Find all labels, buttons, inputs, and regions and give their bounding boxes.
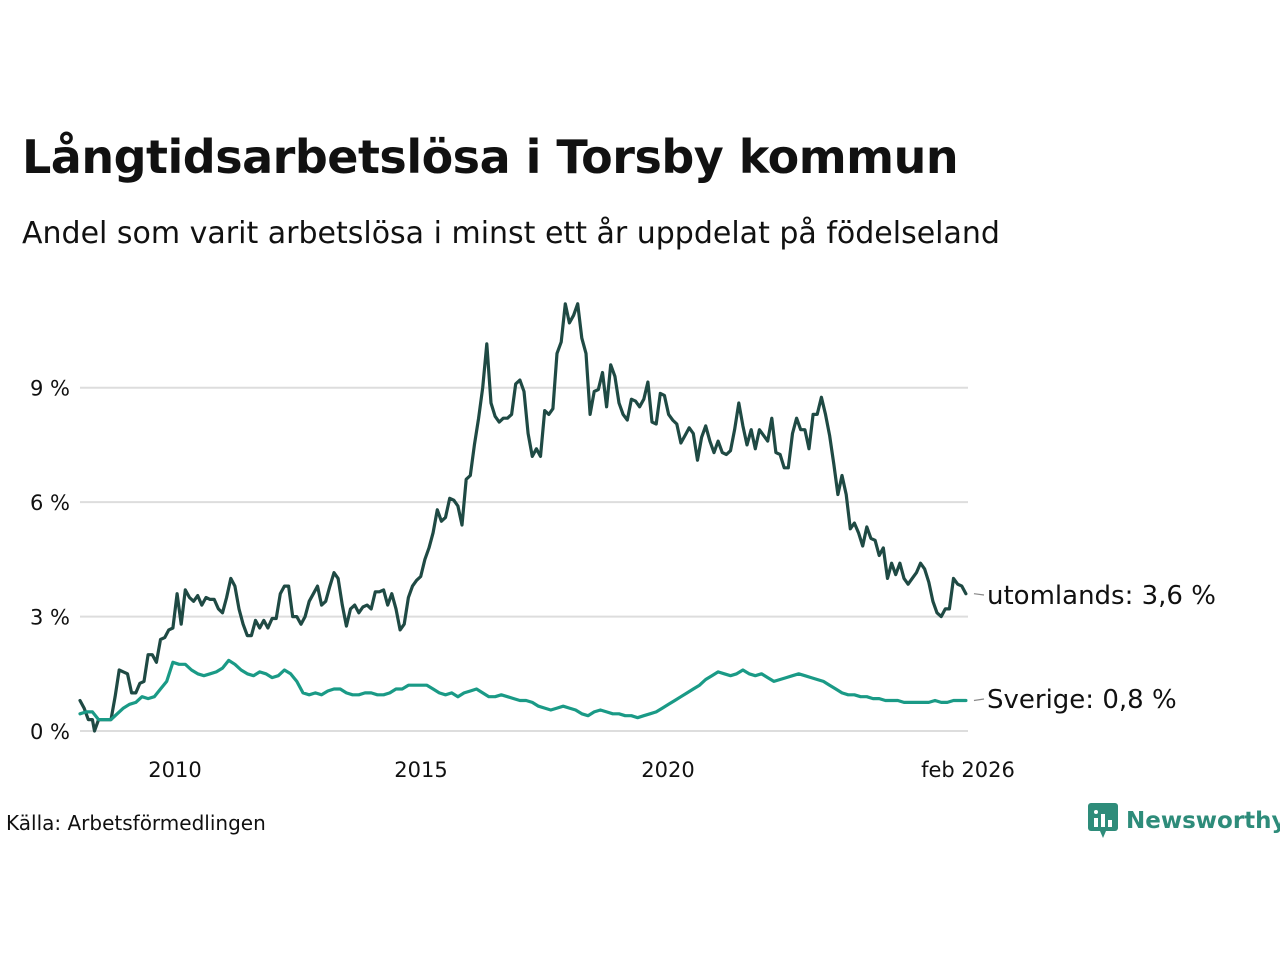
- end-label-leader: [973, 593, 985, 596]
- y-tick-label: 6 %: [30, 491, 70, 515]
- series-lines: [78, 302, 968, 733]
- end-label-sverige: Sverige: 0,8 %: [987, 685, 1177, 715]
- source-note: Källa: Arbetsförmedlingen: [6, 811, 266, 835]
- gridlines: [80, 386, 968, 732]
- end-label-utomlands: utomlands: 3,6 %: [987, 581, 1216, 611]
- chart-subtitle: Andel som varit arbetslösa i minst ett å…: [22, 216, 1000, 251]
- brand-name: Newsworthy: [1126, 808, 1280, 834]
- x-tick-label: 2020: [641, 758, 694, 782]
- series-end-labels: utomlands: 3,6 % Sverige: 0,8 %: [973, 581, 1216, 715]
- series-line-sverige: [78, 658, 968, 722]
- y-axis-ticks: 0 % 3 % 6 % 9 %: [30, 377, 70, 744]
- x-tick-label: 2015: [394, 758, 447, 782]
- end-label-leader: [973, 698, 985, 702]
- series-line-utomlands: [78, 302, 968, 733]
- x-axis-ticks: 2010 2015 2020 feb 2026: [148, 758, 1015, 782]
- newsworthy-logo-icon: [1088, 803, 1118, 838]
- x-tick-label: 2010: [148, 758, 201, 782]
- y-tick-label: 9 %: [30, 377, 70, 401]
- chart-title: Långtidsarbetslösa i Torsby kommun: [22, 130, 959, 184]
- y-tick-label: 3 %: [30, 606, 70, 630]
- brand-logo[interactable]: Newsworthy: [1088, 803, 1280, 839]
- x-tick-label: feb 2026: [921, 758, 1015, 782]
- y-tick-label: 0 %: [30, 720, 70, 744]
